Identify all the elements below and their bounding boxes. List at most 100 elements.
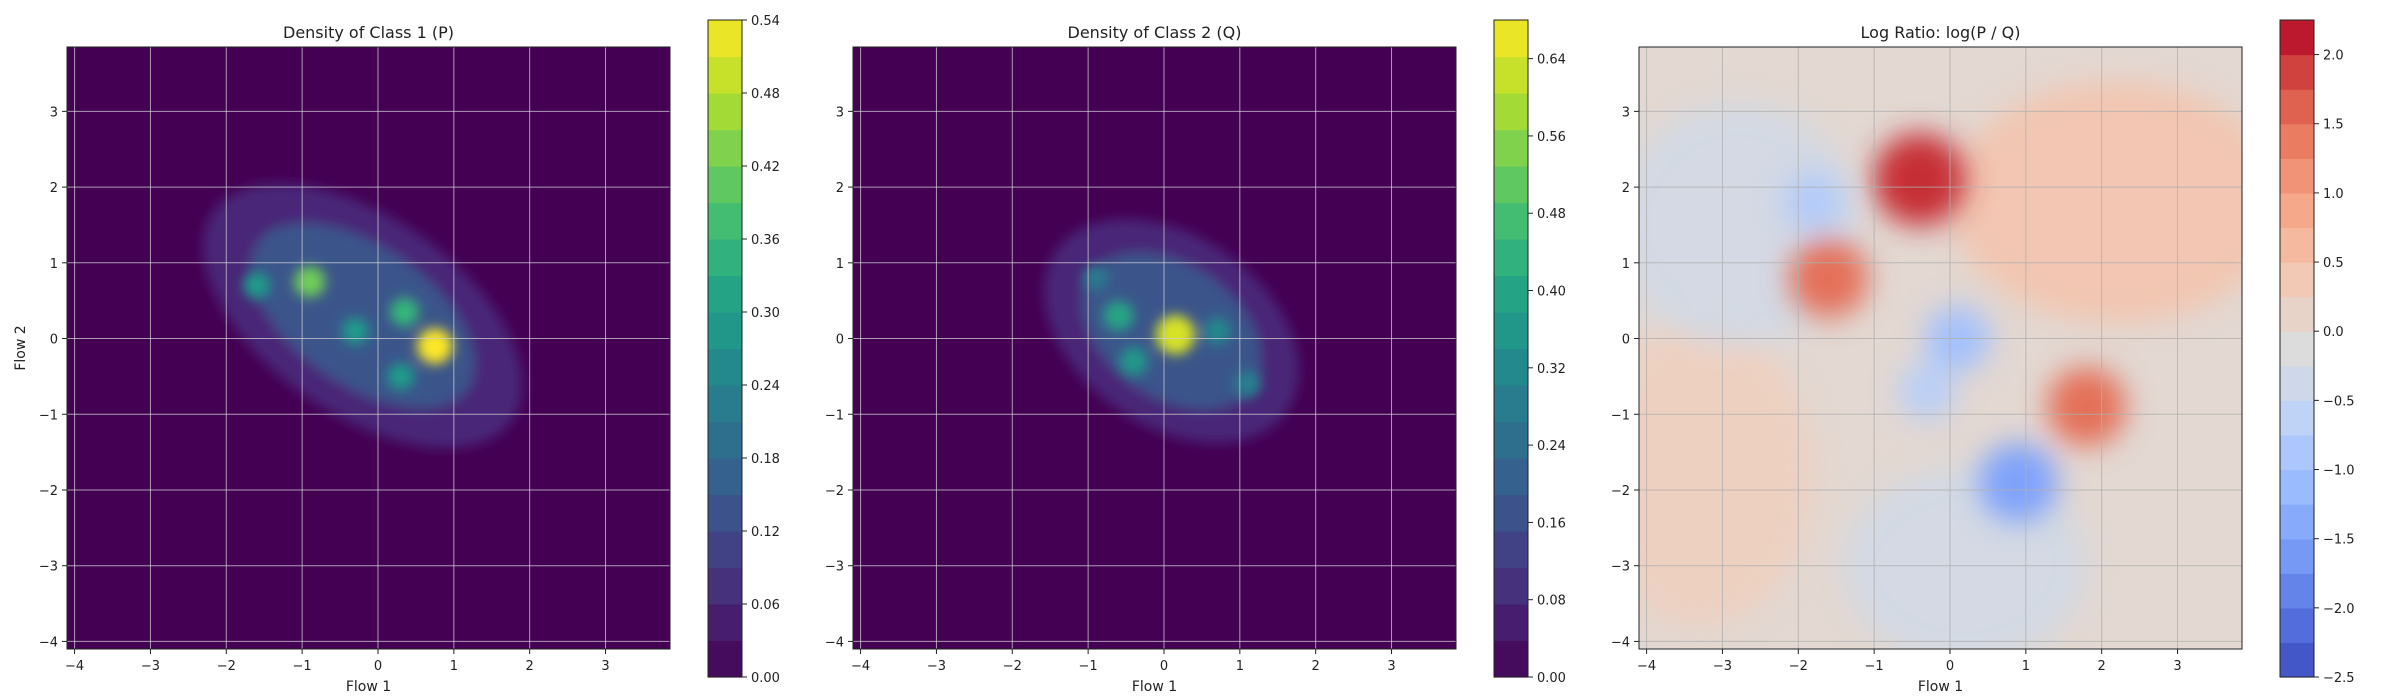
grid — [67, 47, 670, 649]
colorbar-band — [708, 312, 742, 350]
x-tick-label: 0 — [1160, 659, 1168, 674]
x-tick-label: 2 — [526, 659, 534, 674]
x-tick-label: −1 — [293, 659, 312, 674]
hotspot-3 — [390, 297, 419, 327]
y-tick-label: 2 — [50, 181, 58, 196]
colorbar-band — [708, 385, 742, 423]
x-tick-label: 3 — [2173, 659, 2181, 674]
heatmap-area — [1639, 47, 2242, 649]
chart-title: Log Ratio: log(P / Q) — [1861, 23, 2021, 42]
colorbar-band — [2280, 158, 2314, 194]
colorbar-tick-label: 0.48 — [751, 87, 780, 102]
y-tick-label: 3 — [50, 105, 58, 120]
y-tick-label: 1 — [1622, 257, 1630, 272]
colorbar-band — [2280, 262, 2314, 298]
hotspot-3 — [1119, 346, 1149, 376]
y-tick-label: 1 — [836, 257, 844, 272]
colorbar-band — [708, 275, 742, 313]
x-tick-label: 0 — [374, 659, 382, 674]
x-tick-label: −2 — [1789, 659, 1808, 674]
y-tick-label: 0 — [1622, 333, 1630, 348]
y-tick-label: 0 — [50, 333, 58, 348]
heatmap-area — [67, 47, 670, 649]
colorbar-tick-label: 0.56 — [1537, 130, 1566, 145]
colorbar-tick-label: 1.0 — [2323, 187, 2344, 202]
panel-1: −4 −3 −2 −1 0 1 2 3 −4 −3 −2 −1 0 1 2 3 Density of Class… — [13, 14, 780, 695]
axes-frame — [852, 46, 1457, 650]
grid — [853, 47, 1456, 649]
y-tick-label: −4 — [825, 635, 844, 650]
x-tick-label: −3 — [1713, 659, 1732, 674]
y-tick-label: −4 — [1611, 635, 1630, 650]
colorbar-band — [1494, 56, 1528, 94]
colorbar-tick-label: 0.08 — [1537, 594, 1566, 609]
hotspot-7 — [1898, 363, 1956, 421]
colorbar-band — [1494, 494, 1528, 532]
ratio-wash — [1950, 81, 2242, 324]
hotspot-4 — [243, 272, 270, 299]
colorbar-band — [2280, 123, 2314, 159]
y-tick-label: −1 — [825, 408, 844, 423]
y-tick-label: 1 — [50, 257, 58, 272]
colorbar-band — [708, 56, 742, 94]
colorbar-band — [1494, 166, 1528, 204]
colorbar-band — [708, 640, 742, 678]
colorbar-tick-label: 1.5 — [2323, 118, 2344, 133]
y-tick-label: −2 — [825, 484, 844, 499]
colorbar-tick-label: 0.12 — [751, 525, 780, 540]
colorbar-band — [2280, 642, 2314, 678]
colorbar-tick-label: 0.24 — [1537, 439, 1566, 454]
colorbar-frame — [707, 19, 743, 678]
colorbar-band — [708, 421, 742, 459]
panel-3: −4 −3 −2 −1 0 1 2 3 −4 −3 −2 −1 0 1 2 3 Log Ratio: log(P… — [1611, 19, 2355, 695]
colorbar-tick-label: −2.5 — [2323, 671, 2355, 686]
colorbar-band — [1494, 312, 1528, 350]
y-tick-label: −3 — [1611, 560, 1630, 575]
heatmap-area — [853, 47, 1456, 649]
colorbar-band — [2280, 296, 2314, 332]
colorbar-band — [1494, 604, 1528, 642]
chart-title: Density of Class 1 (P) — [283, 23, 454, 42]
colorbar-band — [2280, 20, 2314, 56]
y-tick-label: 2 — [1622, 181, 1630, 196]
colorbar-band — [2280, 192, 2314, 229]
colorbar-band — [1494, 20, 1528, 58]
hotspot-5 — [1082, 265, 1109, 291]
colorbar-band — [1494, 458, 1528, 496]
colorbar-band — [1494, 385, 1528, 423]
panel-2: −4 −3 −2 −1 0 1 2 3 −4 −3 −2 −1 0 1 2 3 Density of Class… — [825, 19, 1566, 695]
colorbar-tick-label: 0.5 — [2323, 256, 2344, 271]
x-axis-label: Flow 1 — [1918, 679, 1963, 695]
colorbar-band — [1494, 531, 1528, 569]
hotspot-5 — [387, 363, 415, 390]
y-tick-label: −3 — [825, 560, 844, 575]
colorbar-frame — [2279, 19, 2315, 678]
x-tick-label: −3 — [141, 659, 160, 674]
colorbar: 0.00 0.08 0.16 0.24 0.32 0.40 0.48 0.56 0.64 — [1493, 19, 1566, 686]
colorbar-tick-label: 0.18 — [751, 452, 780, 467]
hotspot-2 — [417, 328, 453, 364]
axes-frame — [66, 46, 671, 650]
colorbar-band — [2280, 504, 2314, 540]
hotspot-4 — [1203, 317, 1231, 345]
colorbar-band — [2280, 469, 2314, 505]
colorbar-band — [708, 93, 742, 131]
y-tick-label: −2 — [1611, 484, 1630, 499]
colorbar-band — [1494, 640, 1528, 678]
x-tick-label: 3 — [1387, 659, 1395, 674]
hotspot-2 — [1103, 300, 1134, 331]
colorbar-tick-label: 0.06 — [751, 598, 780, 613]
x-tick-label: 1 — [1236, 659, 1244, 674]
colorbar-band — [2280, 331, 2314, 367]
colorbar: 0.00 0.06 0.12 0.18 0.24 0.30 0.36 0.42 0.48 0.54 — [707, 14, 780, 686]
colorbar-band — [708, 604, 742, 642]
colorbar-band — [2280, 89, 2314, 125]
x-axis-label: Flow 1 — [1132, 679, 1177, 695]
colorbar-tick-label: −2.0 — [2323, 602, 2355, 617]
x-tick-label: 0 — [1946, 659, 1954, 674]
colorbar-tick-label: 0.64 — [1537, 53, 1566, 68]
colorbar-tick-label: 0.00 — [1537, 671, 1566, 686]
x-axis-label: Flow 1 — [346, 679, 391, 695]
colorbar-band — [2280, 227, 2314, 263]
colorbar-tick-label: 0.30 — [751, 306, 780, 321]
